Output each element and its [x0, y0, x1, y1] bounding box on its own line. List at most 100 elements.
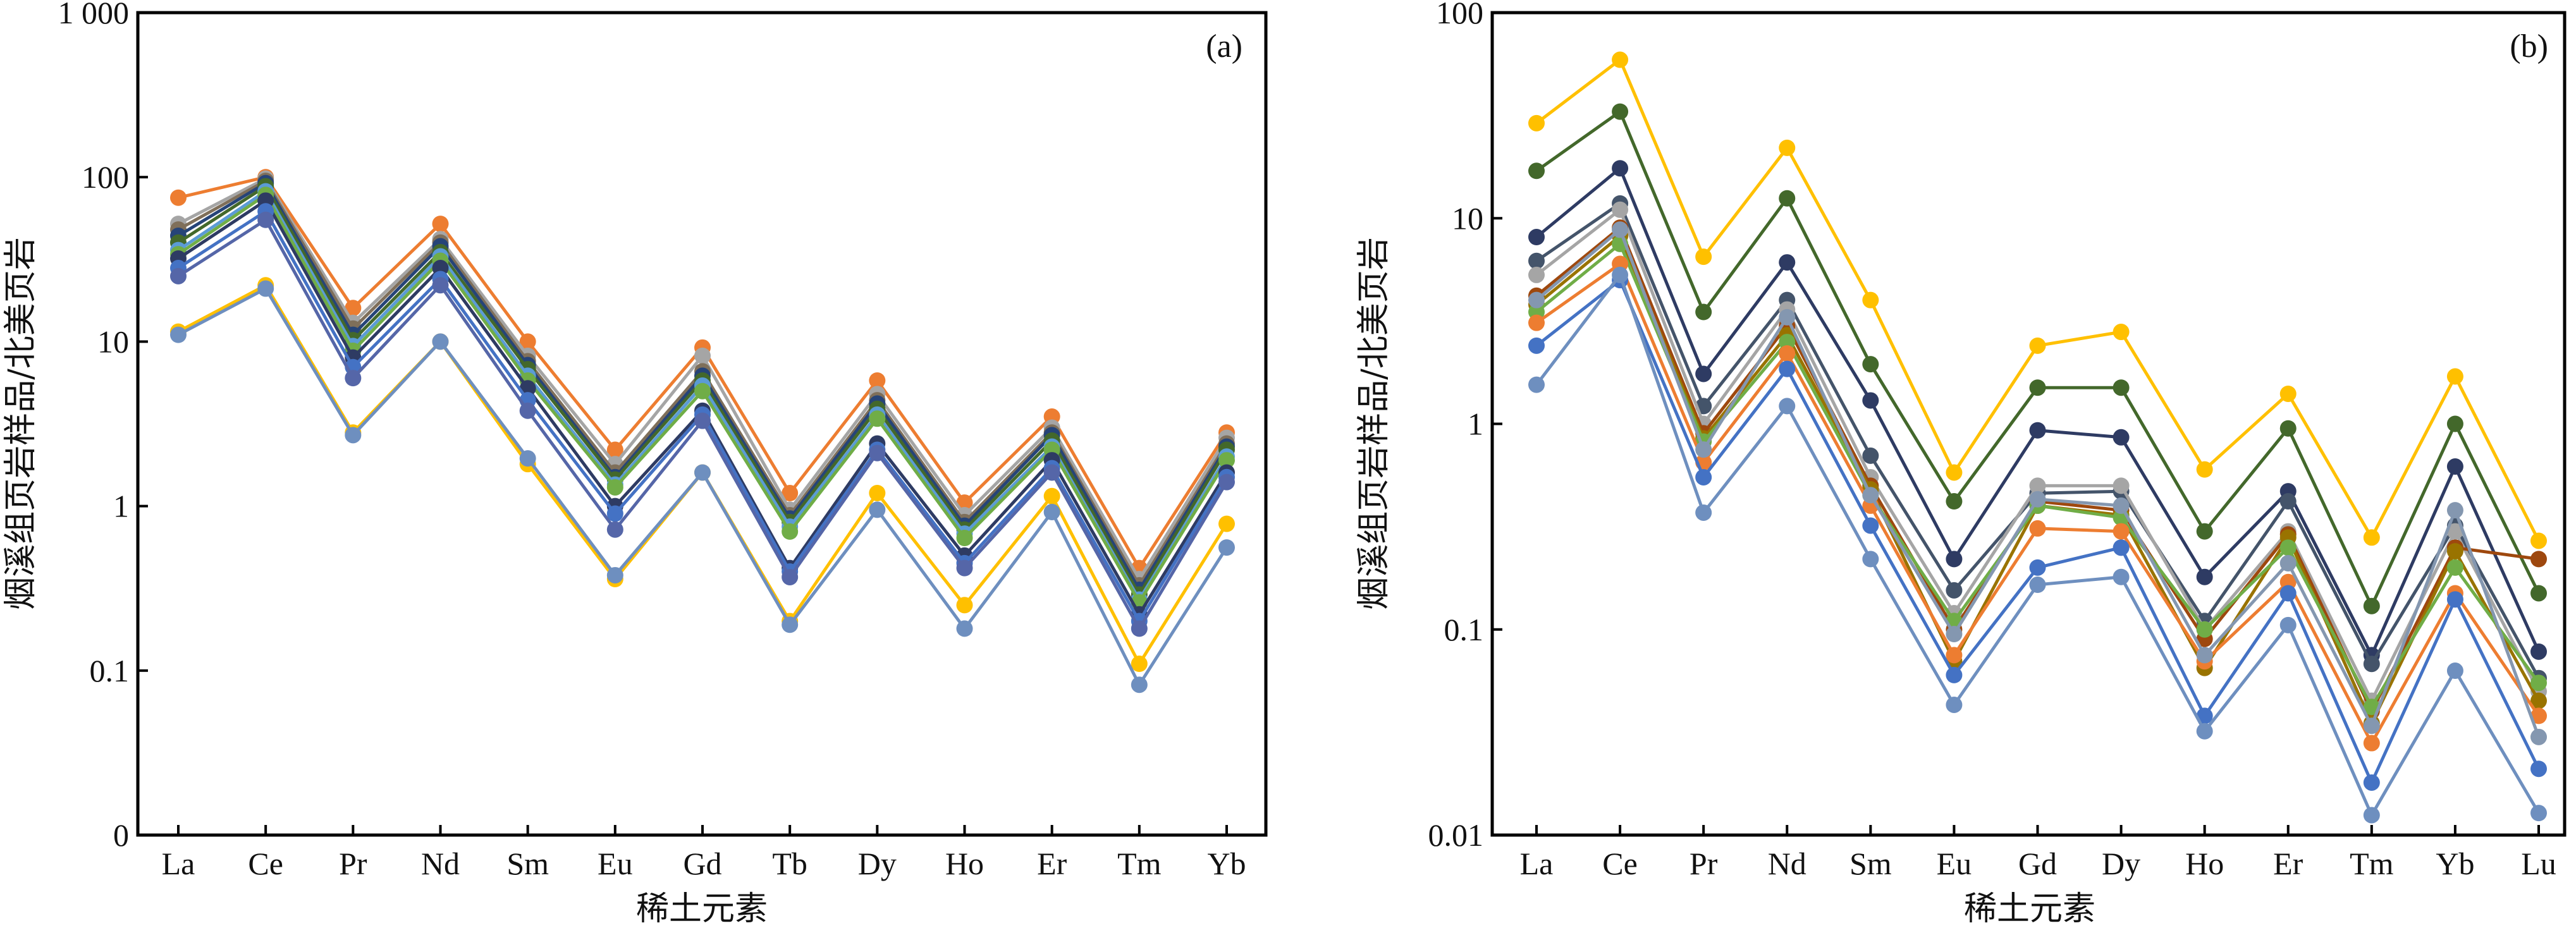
data-point-b-8-5: [1946, 647, 1963, 664]
y-axis-title-a: 烟溪组页岩样品/北美页岩: [2, 237, 40, 610]
data-point-a-10-11: [1131, 656, 1148, 673]
data-point-b-7-8: [2196, 621, 2213, 638]
data-point-b-8-6: [2029, 520, 2046, 537]
data-point-b-10-12: [2530, 760, 2547, 778]
y-tick-label-a-0: 1 000: [58, 0, 130, 30]
data-point-a-9-0: [170, 267, 187, 284]
data-point-b-3-9: [2279, 493, 2297, 510]
data-point-b-10-2: [1695, 468, 1712, 485]
data-point-b-9-3: [1779, 308, 1796, 326]
x-tick-label-b-12: Lu: [2521, 846, 2556, 881]
data-point-b-0-9: [2279, 385, 2297, 402]
data-point-b-9-12: [2530, 728, 2547, 745]
data-point-a-10-9: [956, 597, 973, 614]
data-point-b-6-11: [2446, 543, 2463, 560]
series-layer-b: [1528, 51, 2547, 824]
data-point-a-11-2: [345, 427, 362, 444]
data-point-b-9-4: [1862, 487, 1879, 504]
data-point-a-0-4: [519, 333, 536, 350]
x-axis-title-b: 稀土元素: [1964, 890, 2095, 928]
data-point-b-10-9: [2279, 585, 2297, 602]
data-point-b-11-2: [1695, 504, 1712, 521]
x-tick-label-a-7: Tb: [772, 846, 807, 881]
data-point-a-0-3: [432, 216, 449, 233]
data-point-b-9-10: [2363, 717, 2380, 735]
data-point-b-10-5: [1946, 666, 1963, 683]
data-point-b-10-4: [1862, 517, 1879, 534]
data-point-b-2-1: [1612, 160, 1629, 177]
data-point-b-11-8: [2196, 723, 2213, 740]
x-tick-label-b-9: Er: [2273, 846, 2303, 881]
data-point-b-0-5: [1946, 464, 1963, 481]
data-point-b-11-6: [2029, 577, 2046, 594]
y-tick-label-a-4: 0.1: [90, 653, 130, 688]
data-point-b-9-1: [1612, 221, 1629, 238]
data-point-b-4-1: [1612, 201, 1629, 218]
data-point-b-9-2: [1695, 441, 1712, 458]
data-point-b-11-12: [2530, 805, 2547, 822]
data-point-a-11-1: [257, 280, 274, 297]
x-tick-label-b-3: Nd: [1768, 846, 1806, 881]
y-tick-label-a-5: 0: [113, 817, 129, 853]
data-point-a-6-6: [694, 382, 711, 400]
data-point-b-8-12: [2530, 707, 2547, 724]
data-point-b-1-11: [2446, 415, 2463, 432]
data-point-b-1-4: [1862, 356, 1879, 373]
data-point-a-0-7: [782, 484, 799, 501]
data-point-b-1-6: [2029, 379, 2046, 396]
data-point-a-11-9: [956, 620, 973, 637]
data-point-b-1-2: [1695, 303, 1712, 321]
series-layer-a: [170, 169, 1235, 693]
y-ticks-a: 1 000 100 10 1 0.1 0: [58, 0, 148, 853]
data-point-b-2-12: [2530, 643, 2547, 660]
y-tick-label-b-1: 10: [1452, 200, 1483, 236]
x-tick-label-b-6: Gd: [2018, 846, 2057, 881]
data-point-a-10-10: [1043, 487, 1060, 504]
data-point-b-0-1: [1612, 51, 1629, 68]
panel-label-b: (b): [2510, 28, 2548, 64]
data-point-b-7-3: [1779, 334, 1796, 351]
data-point-a-9-9: [956, 559, 973, 577]
data-point-b-3-4: [1862, 447, 1879, 464]
x-tick-label-a-3: Nd: [421, 846, 460, 881]
data-point-b-1-12: [2530, 585, 2547, 602]
data-point-b-8-0: [1528, 314, 1545, 331]
data-point-a-6-8: [869, 410, 886, 427]
x-tick-label-a-8: Dy: [858, 846, 897, 881]
data-point-a-9-7: [782, 568, 799, 585]
data-point-b-1-0: [1528, 162, 1545, 180]
y-tick-label-a-3: 1: [113, 489, 129, 524]
data-point-a-9-4: [519, 402, 536, 419]
data-point-a-0-2: [345, 300, 362, 317]
data-point-a-11-6: [694, 464, 711, 481]
data-point-a-1-6: [694, 347, 711, 364]
data-point-b-11-5: [1946, 696, 1963, 713]
data-point-b-0-7: [2113, 324, 2130, 341]
data-point-a-0-0: [170, 189, 187, 206]
data-point-b-7-12: [2530, 675, 2547, 692]
data-point-b-0-6: [2029, 337, 2046, 354]
data-point-a-11-11: [1131, 676, 1148, 693]
data-point-b-3-10: [2363, 656, 2380, 673]
data-point-b-11-11: [2446, 662, 2463, 680]
data-point-b-9-6: [2029, 491, 2046, 508]
data-point-b-4-6: [2029, 477, 2046, 494]
data-point-a-11-5: [606, 566, 623, 583]
data-point-b-0-11: [2446, 368, 2463, 385]
x-tick-label-a-6: Gd: [683, 846, 721, 881]
data-point-b-9-8: [2196, 647, 2213, 664]
data-point-b-1-5: [1946, 493, 1963, 510]
data-point-b-11-7: [2113, 568, 2130, 585]
data-point-a-9-1: [257, 211, 274, 228]
y-tick-label-a-1: 100: [82, 159, 129, 195]
x-tick-label-b-4: Sm: [1849, 846, 1892, 881]
data-point-b-4-0: [1528, 266, 1545, 283]
data-point-b-2-8: [2196, 568, 2213, 585]
x-tick-label-a-2: Pr: [339, 846, 367, 881]
y-tick-label-b-4: 0.01: [1428, 817, 1484, 853]
data-point-a-11-3: [432, 333, 449, 350]
y-tick-label-b-0: 100: [1436, 0, 1483, 30]
data-point-b-1-3: [1779, 190, 1796, 207]
x-tick-label-b-1: Ce: [1602, 846, 1638, 881]
